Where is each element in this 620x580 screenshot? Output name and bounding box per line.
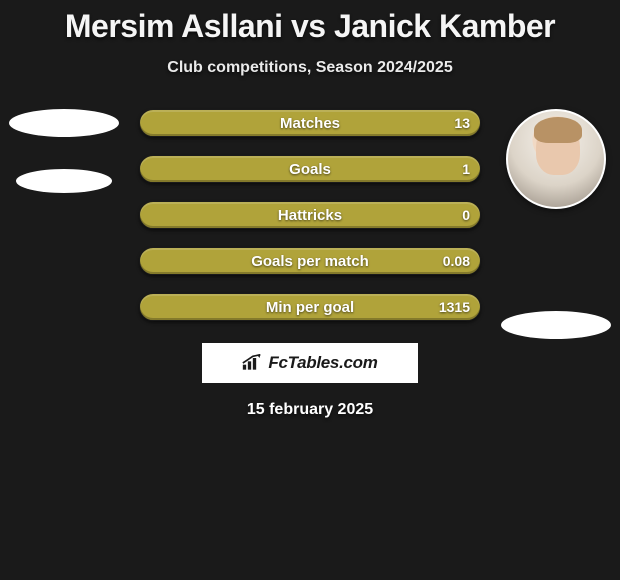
card-subtitle: Club competitions, Season 2024/2025: [0, 59, 620, 77]
left-placeholder-ellipse-1: [9, 109, 119, 137]
right-player-column: [498, 109, 614, 339]
stat-bar-goals-per-match: Goals per match 0.08: [139, 247, 481, 275]
stat-bar-goals: Goals 1: [139, 155, 481, 183]
stat-value-right: 0: [462, 207, 470, 223]
stat-value-right: 1315: [439, 299, 470, 315]
stat-value-right: 1: [462, 161, 470, 177]
comparison-card: Mersim Asllani vs Janick Kamber Club com…: [0, 0, 620, 419]
stat-label: Hattricks: [278, 207, 342, 224]
stat-bar-matches: Matches 13: [139, 109, 481, 137]
stat-bars: Matches 13 Goals 1 Hattricks 0 Goals per…: [139, 109, 481, 321]
stat-label: Matches: [280, 115, 340, 132]
stat-label: Goals per match: [251, 253, 369, 270]
stat-label: Min per goal: [266, 299, 354, 316]
left-player-column: [6, 109, 122, 193]
stats-section: Matches 13 Goals 1 Hattricks 0 Goals per…: [0, 109, 620, 419]
card-date: 15 february 2025: [0, 401, 620, 419]
stat-value-right: 0.08: [443, 253, 470, 269]
logo-text: FcTables.com: [268, 353, 377, 373]
stat-bar-min-per-goal: Min per goal 1315: [139, 293, 481, 321]
stat-label: Goals: [289, 161, 331, 178]
stat-bar-hattricks: Hattricks 0: [139, 201, 481, 229]
stat-value-right: 13: [454, 115, 470, 131]
bar-chart-icon: [242, 354, 262, 372]
right-placeholder-ellipse: [501, 311, 611, 339]
right-player-avatar: [506, 109, 606, 209]
logo-badge: FcTables.com: [202, 343, 418, 383]
left-placeholder-ellipse-2: [16, 169, 112, 193]
card-title: Mersim Asllani vs Janick Kamber: [0, 8, 620, 45]
